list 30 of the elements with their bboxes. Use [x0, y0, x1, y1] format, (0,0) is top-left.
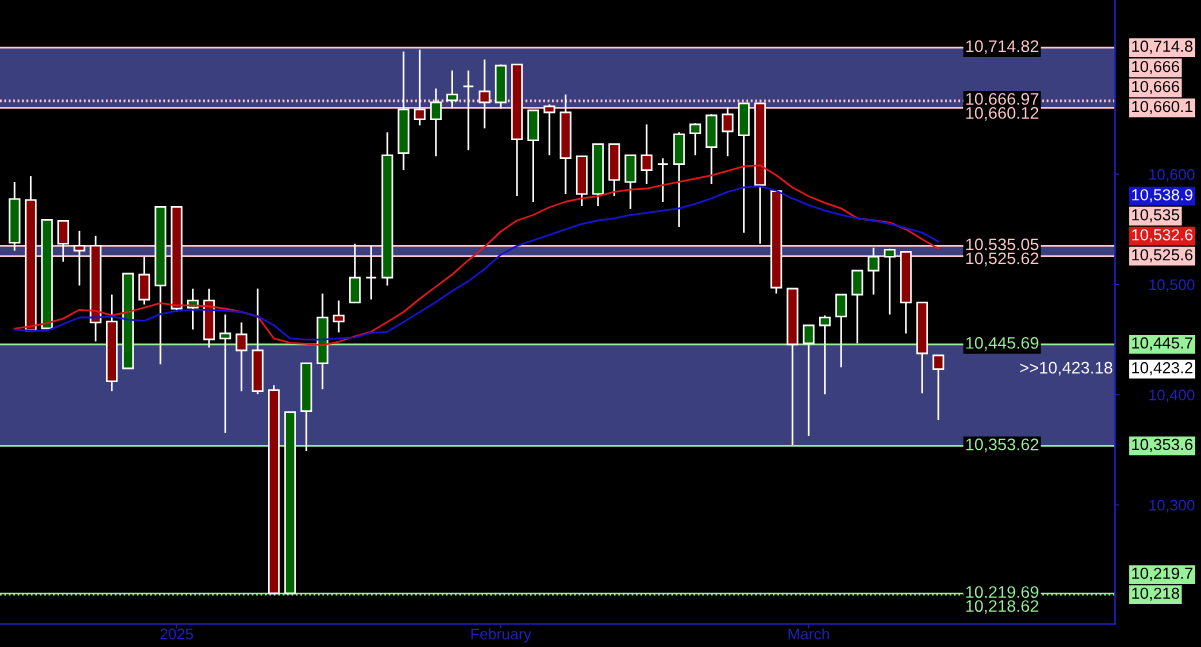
text: 10,423.2	[1132, 362, 1193, 376]
ref-line-label: 10,714.82	[966, 40, 1039, 55]
text: 10,535	[1132, 209, 1180, 223]
ref-line-label: 10,445.69	[966, 336, 1039, 351]
y-tick-label: 10,500	[1149, 279, 1195, 292]
text: 10,538.9	[1132, 189, 1193, 203]
text: 10,666	[1132, 80, 1180, 95]
text: 10,660.1	[1132, 100, 1193, 115]
ref-line-label: 10,666.97	[966, 93, 1039, 107]
text: 10,666	[1132, 60, 1180, 75]
ref-line-label: 10,660.12	[966, 107, 1039, 121]
x-tick-label: 2025	[160, 628, 193, 640]
ref-line-label: 10,525.62	[966, 252, 1039, 267]
text: >>10,423.18	[1020, 361, 1113, 376]
x-tick-label: February	[471, 628, 532, 643]
x-tick-label: March	[788, 628, 829, 640]
text: 10,353.6	[1132, 438, 1193, 452]
y-tick-label: 10,600	[1149, 169, 1195, 182]
text: 10,445.7	[1132, 337, 1193, 351]
ref-line-label: 10,535.05	[966, 238, 1039, 253]
ref-line-label: 10,218.62	[966, 600, 1039, 614]
text: 10,219.7	[1132, 567, 1193, 581]
text: 10,532.6	[1132, 229, 1193, 243]
y-tick-label: 10,400	[1149, 389, 1195, 403]
ref-line-label: 10,353.62	[966, 438, 1039, 453]
ref-line-label: 10,219.69	[966, 586, 1039, 600]
text: 10,218	[1132, 587, 1180, 601]
text: 10,714.8	[1132, 40, 1193, 54]
y-tick-label: 10,300	[1149, 499, 1195, 513]
text: 10,525.6	[1132, 249, 1193, 263]
